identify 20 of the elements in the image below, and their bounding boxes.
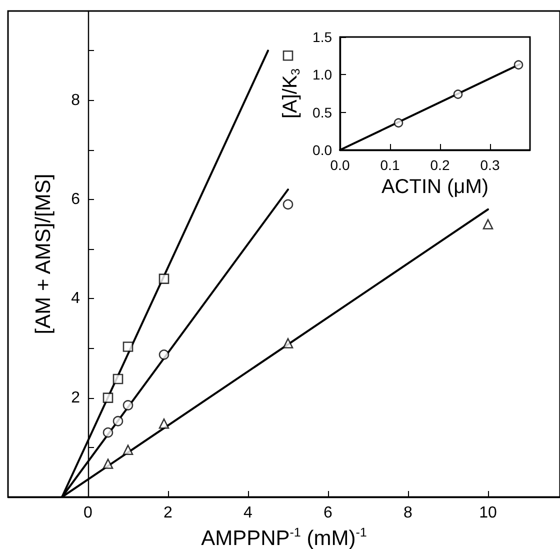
- x-axis-title: ACTIN (μM): [381, 176, 489, 198]
- y-tick-label: 2: [71, 389, 80, 406]
- x-tick-label: 2: [164, 504, 173, 522]
- x-tick-label: 0.2: [430, 157, 450, 173]
- x-tick-label: 0.0: [330, 157, 350, 173]
- x-tick-label: 0.1: [380, 157, 400, 173]
- y-tick-label: 0.0: [312, 142, 332, 158]
- x-tick-label: 4: [244, 504, 253, 522]
- y-tick-label: 1.0: [312, 66, 332, 83]
- y-tick-label: 0.5: [312, 104, 332, 120]
- x-tick-label: 8: [404, 504, 413, 522]
- y-tick-label: 1.5: [312, 29, 332, 45]
- x-tick-label: 0.3: [480, 157, 500, 173]
- y-axis-title: [A]/K3: [280, 68, 303, 119]
- y-tick-label: 6: [71, 190, 80, 208]
- y-tick-label: 8: [71, 92, 80, 109]
- y-tick-label: 4: [71, 290, 80, 308]
- x-tick-label: 10: [479, 504, 497, 522]
- y-axis-title: [AM + AMS]/[MS]: [32, 174, 55, 334]
- x-tick-label: 0: [84, 504, 93, 522]
